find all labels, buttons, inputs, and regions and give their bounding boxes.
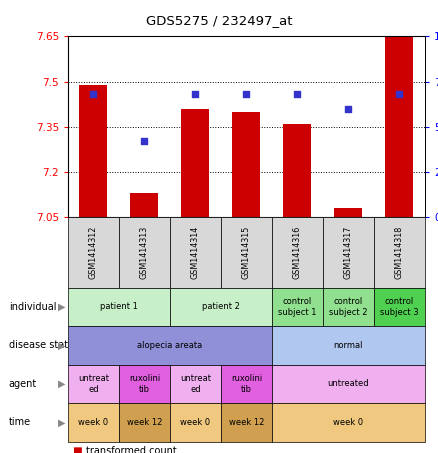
Text: week 0: week 0 [78, 418, 109, 427]
Point [396, 91, 403, 98]
Bar [232, 112, 261, 217]
Text: ▶: ▶ [58, 302, 66, 312]
Bar [79, 85, 107, 217]
Text: week 0: week 0 [180, 418, 210, 427]
Text: alopecia areata: alopecia areata [137, 341, 202, 350]
Text: ruxolini
tib: ruxolini tib [129, 374, 160, 394]
Text: week 12: week 12 [229, 418, 264, 427]
Text: control
subject 1: control subject 1 [278, 297, 317, 317]
Text: agent: agent [9, 379, 37, 389]
Text: week 12: week 12 [127, 418, 162, 427]
Text: GSM1414315: GSM1414315 [242, 226, 251, 279]
Text: GDS5275 / 232497_at: GDS5275 / 232497_at [146, 14, 292, 27]
Text: normal: normal [334, 341, 363, 350]
Bar [181, 109, 209, 217]
Bar [131, 193, 159, 217]
Text: week 0: week 0 [333, 418, 364, 427]
Text: GSM1414312: GSM1414312 [89, 226, 98, 279]
Point [90, 91, 97, 98]
Text: ■: ■ [72, 446, 82, 453]
Bar [283, 124, 311, 217]
Text: GSM1414313: GSM1414313 [140, 226, 149, 279]
Text: control
subject 2: control subject 2 [329, 297, 367, 317]
Text: GSM1414314: GSM1414314 [191, 226, 200, 279]
Text: time: time [9, 417, 31, 428]
Text: patient 1: patient 1 [100, 303, 138, 311]
Text: ▶: ▶ [58, 417, 66, 428]
Point [345, 105, 352, 112]
Text: transformed count: transformed count [86, 446, 177, 453]
Text: GSM1414317: GSM1414317 [344, 226, 353, 279]
Text: GSM1414316: GSM1414316 [293, 226, 302, 279]
Text: patient 2: patient 2 [202, 303, 240, 311]
Text: ▶: ▶ [58, 379, 66, 389]
Text: GSM1414318: GSM1414318 [395, 226, 404, 279]
Point [141, 138, 148, 145]
Text: ruxolini
tib: ruxolini tib [231, 374, 262, 394]
Text: untreat
ed: untreat ed [180, 374, 211, 394]
Text: untreated: untreated [328, 380, 369, 388]
Text: ▶: ▶ [58, 340, 66, 351]
Bar [385, 36, 413, 217]
Point [294, 91, 301, 98]
Bar [334, 208, 362, 217]
Text: control
subject 3: control subject 3 [380, 297, 419, 317]
Point [192, 91, 199, 98]
Text: untreat
ed: untreat ed [78, 374, 109, 394]
Text: disease state: disease state [9, 340, 74, 351]
Point [243, 91, 250, 98]
Text: individual: individual [9, 302, 56, 312]
